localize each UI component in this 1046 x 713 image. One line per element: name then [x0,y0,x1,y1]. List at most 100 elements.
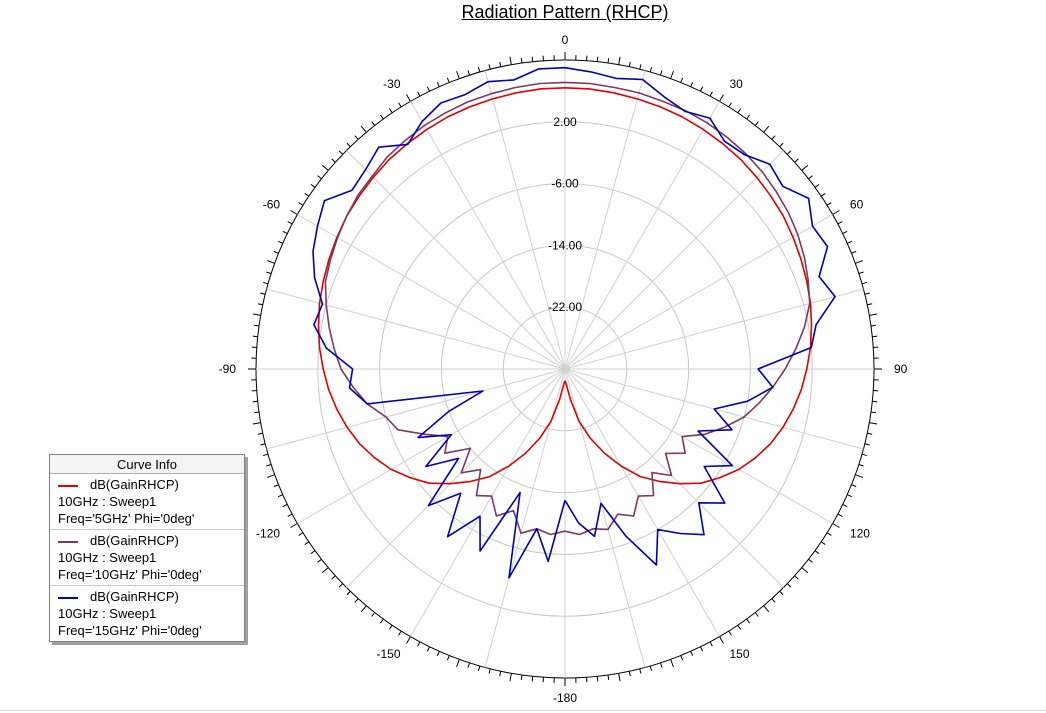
tick-mark [263,453,269,457]
tick-mark [808,558,813,563]
series-line-0 [317,87,813,485]
tick-mark [287,513,293,517]
legend-params-5ghz: Freq='5GHz' Phi='0deg' [58,511,195,526]
tick-mark [380,618,384,624]
tick-mark [786,150,792,155]
tick-mark [861,281,867,285]
tick-mark [737,108,742,114]
tick-mark [690,81,694,87]
angle-label-0: 0 [562,33,569,47]
series-layer [312,66,836,579]
tick-mark [808,175,813,180]
spoke-195 [484,368,566,668]
tick-mark [746,618,750,624]
tick-mark [639,64,642,70]
tick-mark [660,70,663,76]
tick-mark [446,655,450,661]
tick-mark [310,184,316,188]
tick-mark [801,567,809,574]
tick-mark [252,400,258,403]
tick-mark [851,484,857,488]
tick-mark [282,230,288,234]
tick-mark [520,57,523,64]
tick-mark [801,164,809,171]
legend[interactable]: Curve Info dB(GainRHCP) 10GHz : Sweep1 F… [49,454,245,642]
tick-mark [260,443,266,446]
legend-swatch-15ghz [58,596,78,599]
angle-label-180: -180 [553,691,577,705]
tick-mark [794,158,799,163]
tick-mark [277,494,283,498]
tick-mark [628,671,631,677]
tick-mark [287,221,293,225]
tick-mark [746,114,750,120]
tick-mark [426,646,430,652]
tick-mark [253,411,260,414]
tick-mark [273,484,279,488]
tick-mark [719,636,724,644]
tick-mark [763,125,770,133]
tick-mark [872,335,878,338]
tick-mark [670,659,674,668]
tick-mark [596,56,599,62]
tick-mark [467,662,470,668]
tick-mark [252,313,261,316]
spoke-240 [297,368,566,524]
angle-label-neg120: -120 [256,527,280,541]
tick-mark [290,210,298,215]
tick-mark [321,164,329,171]
tick-mark [398,630,402,636]
tick-mark [266,271,272,274]
angle-label-neg150: -150 [376,647,400,661]
tick-mark [509,673,512,682]
tick-mark [847,240,853,244]
tick-mark [317,558,322,563]
legend-entry-15ghz[interactable]: dB(GainRHCP) 10GHz : Sweep1 Freq='15GHz'… [50,586,244,641]
angle-label-neg60: -60 [263,198,281,212]
tick-mark [680,77,684,83]
spoke-255 [266,368,566,450]
tick-mark [660,662,663,668]
tick-mark [837,221,843,225]
tick-mark [477,665,481,671]
tick-mark [398,102,402,108]
tick-mark [277,240,283,244]
tick-mark [331,158,336,163]
tick-mark [531,56,534,62]
tick-mark [779,142,784,148]
angle-label-neg30: -30 [383,77,401,91]
tick-mark [709,641,713,647]
tick-mark [354,135,359,140]
tick-mark [867,432,873,435]
spoke-285 [266,288,566,370]
tick-mark [354,598,359,603]
tick-mark [754,121,759,126]
tick-mark [467,70,470,76]
bottom-divider [0,710,1046,711]
legend-setup-5ghz: 10GHz : Sweep1 [58,494,157,509]
tick-mark [851,250,857,254]
tick-mark [266,474,275,478]
tick-mark [649,665,653,671]
tick-mark [338,583,344,588]
tick-mark [417,641,421,647]
legend-entry-10ghz[interactable]: dB(GainRHCP) 10GHz : Sweep1 Freq='10GHz'… [50,530,244,586]
spoke-60 [564,214,833,370]
tick-mark [864,292,870,295]
tick-mark [794,575,799,580]
tick-mark [338,150,344,155]
spoke-30 [564,101,720,370]
tick-mark [690,651,694,657]
angle-label-30: 30 [730,77,744,91]
tick-mark [870,324,877,327]
tick-mark [520,674,523,681]
tick-mark [331,575,336,580]
tick-mark [607,674,610,681]
tick-mark [842,230,848,234]
legend-entry-5ghz[interactable]: dB(GainRHCP) 10GHz : Sweep1 Freq='5GHz' … [50,474,244,530]
chart-title: Radiation Pattern (RHCP) [461,2,669,22]
legend-title: Curve Info [50,455,244,474]
tick-mark [252,335,258,338]
tick-mark [257,432,263,435]
